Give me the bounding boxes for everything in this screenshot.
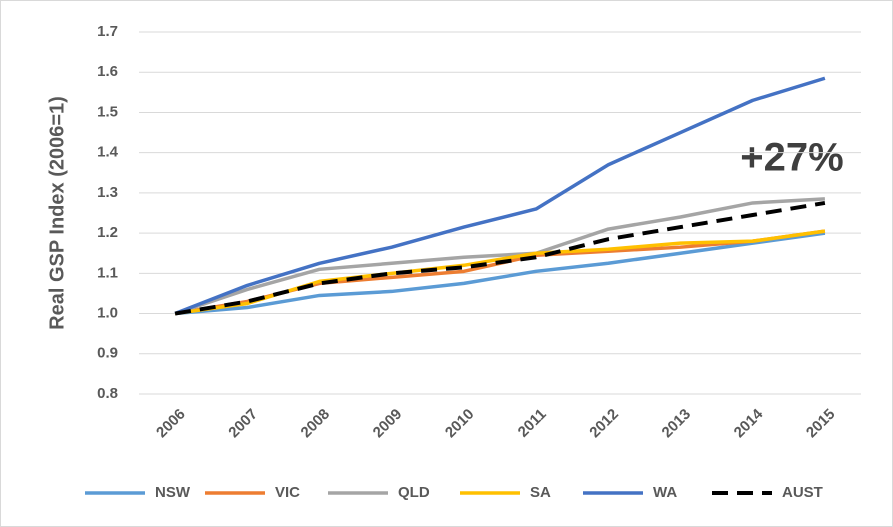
- line: [174, 231, 826, 316]
- y-tick-label: 0.8: [97, 385, 118, 402]
- y-tick-label: 1.1: [97, 264, 118, 281]
- legend-label: SA: [530, 484, 551, 501]
- y-axis-label: Real GSP Index (2006=1): [46, 96, 68, 330]
- y-tick-label: 0.9: [97, 345, 118, 362]
- line: [174, 200, 826, 316]
- legend-label: AUST: [782, 484, 823, 501]
- legend-label: VIC: [275, 484, 300, 501]
- y-tick-label: 1.5: [97, 103, 118, 120]
- y-tick-label: 1.4: [97, 144, 119, 161]
- annotation: +27%: [740, 136, 843, 180]
- line: [174, 197, 825, 316]
- legend-label: WA: [653, 484, 677, 501]
- y-tick-label: 1.0: [97, 305, 118, 322]
- y-tick-label: 1.6: [97, 63, 118, 80]
- legend-label: QLD: [398, 484, 430, 501]
- y-tick-label: 1.7: [97, 23, 118, 40]
- line: [174, 76, 826, 316]
- legend-label: NSW: [155, 484, 191, 501]
- y-tick-label: 1.3: [97, 184, 118, 201]
- y-tick-label: 1.2: [97, 224, 118, 241]
